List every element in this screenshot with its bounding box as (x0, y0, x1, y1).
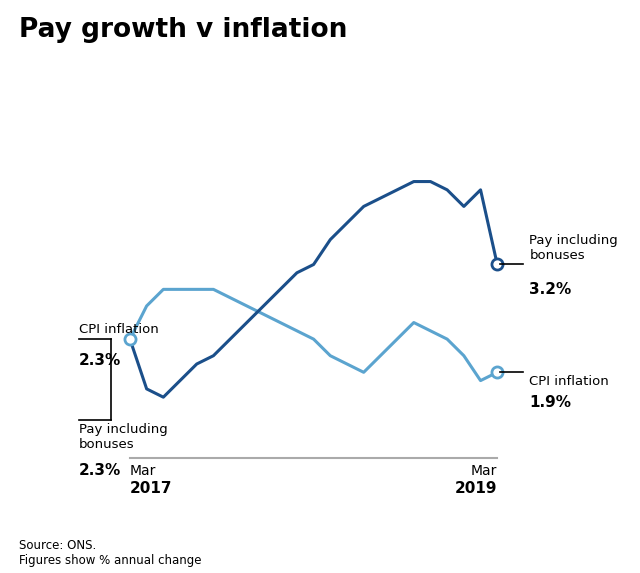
Text: 2.3%: 2.3% (79, 354, 121, 368)
Text: PA: PA (571, 539, 600, 559)
Text: 2017: 2017 (130, 481, 172, 496)
Text: 1.9%: 1.9% (529, 395, 572, 410)
Text: CPI inflation: CPI inflation (79, 323, 159, 336)
Text: 2.3%: 2.3% (79, 463, 121, 478)
Text: Mar: Mar (130, 464, 156, 478)
Text: Pay growth v inflation: Pay growth v inflation (19, 17, 348, 43)
Text: Mar: Mar (471, 464, 497, 478)
Text: Pay including
bonuses: Pay including bonuses (529, 234, 618, 262)
Text: CPI inflation: CPI inflation (529, 375, 609, 388)
Text: Pay including
bonuses: Pay including bonuses (79, 423, 168, 451)
Text: Source: ONS.
Figures show % annual change: Source: ONS. Figures show % annual chang… (19, 539, 202, 567)
Text: 2019: 2019 (455, 481, 497, 496)
Text: 3.2%: 3.2% (529, 282, 572, 297)
